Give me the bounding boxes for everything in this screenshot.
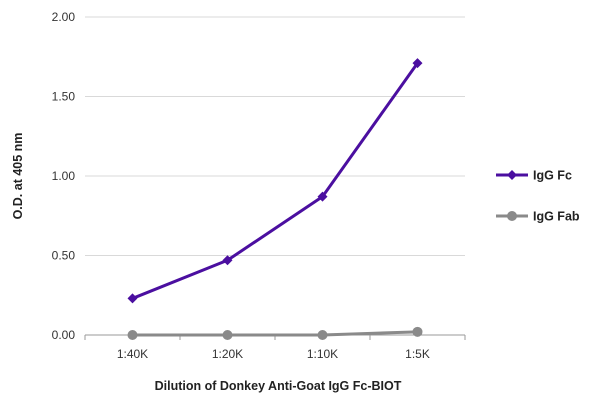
gridlines (85, 16, 465, 336)
series-line-igg-fab (131, 330, 419, 337)
data-point-igg-fab (127, 330, 138, 340)
y-axis-title: O.D. at 405 nm (11, 133, 25, 220)
legend-marker-igg-fab (507, 211, 517, 221)
x-tick-label: 1:40K (117, 347, 148, 361)
legend-item-igg-fc: IgG Fc (496, 169, 572, 183)
y-axis-ticks: 0.00 0.50 1.00 1.50 2.00 (52, 10, 76, 342)
y-tick-label: 2.00 (52, 10, 76, 24)
legend-item-igg-fab: IgG Fab (496, 210, 580, 224)
data-point-igg-fc (317, 191, 328, 202)
x-axis-title: Dilution of Donkey Anti-Goat IgG Fc-BIOT (155, 379, 402, 393)
data-point-igg-fab (317, 330, 328, 340)
legend-label: IgG Fc (533, 169, 572, 183)
data-point-igg-fab (222, 330, 233, 340)
legend-label: IgG Fab (533, 210, 580, 224)
x-axis-ticks: 1:40K 1:20K 1:10K 1:5K (84, 335, 466, 361)
x-tick-label: 1:10K (307, 347, 338, 361)
y-tick-label: 1.00 (52, 169, 76, 183)
y-tick-label: 0.00 (52, 328, 76, 342)
series-igg-fc (127, 58, 423, 304)
y-tick-label: 1.50 (52, 90, 76, 104)
data-point-igg-fc (412, 58, 423, 69)
data-point-igg-fc (222, 255, 233, 266)
series-line-igg-fc (131, 61, 419, 300)
series-igg-fab (127, 326, 423, 340)
y-tick-label: 0.50 (52, 249, 76, 263)
x-tick-label: 1:20K (212, 347, 243, 361)
legend-marker-igg-fc (507, 170, 517, 180)
series-group (127, 58, 423, 340)
data-point-igg-fc (127, 293, 138, 304)
data-point-igg-fab (412, 326, 423, 337)
legend: IgG Fc IgG Fab (496, 169, 580, 224)
x-tick-label: 1:5K (405, 347, 430, 361)
